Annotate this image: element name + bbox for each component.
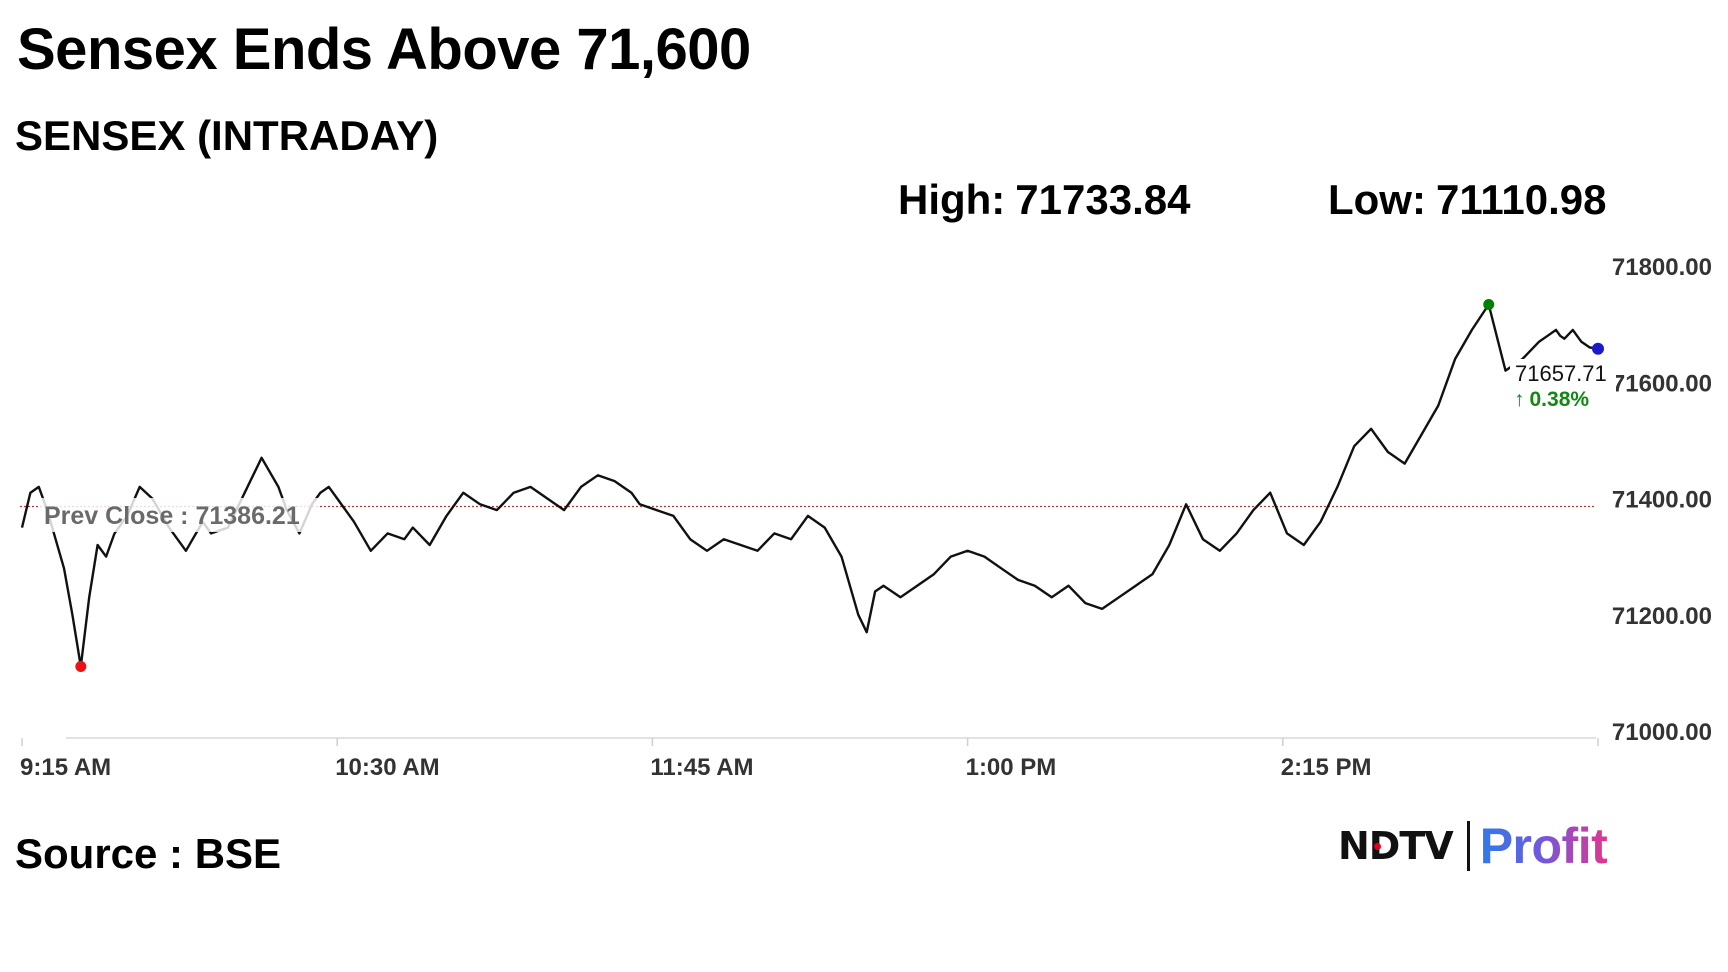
intraday-line-chart: 9:15 AM 10:30 AM 11:45 AM 1:00 PM 2:15 PM 71…	[20, 254, 1712, 781]
source-note: Source : BSE	[15, 830, 282, 877]
change-arrow-icon: ↑	[1514, 388, 1525, 411]
y-tick-label: 71000.00	[1612, 719, 1712, 746]
prev-close-label-bg	[38, 498, 320, 532]
x-axis: 9:15 AM 10:30 AM 11:45 AM 1:00 PM 2:15 PM	[20, 737, 1599, 781]
y-tick-label: 71600.00	[1612, 370, 1712, 397]
prev-close-label: Prev Close : 71386.21	[44, 502, 300, 530]
chart-title: Sensex Ends Above 71,600	[17, 17, 751, 82]
ndtv-wordmark: NDTV	[1338, 824, 1454, 868]
ndtv-profit-logo: NDTV Profit	[1338, 818, 1608, 874]
y-tick-label: 71400.00	[1612, 487, 1712, 514]
x-tick-label: 1:00 PM	[966, 754, 1057, 781]
profit-wordmark: Profit	[1479, 818, 1608, 874]
high-stat: High: 71733.84	[898, 174, 1190, 226]
x-tick-label: 2:15 PM	[1281, 754, 1372, 781]
low-stat: Low: 71110.98	[1328, 174, 1607, 226]
y-tick-label: 71800.00	[1612, 254, 1712, 281]
x-tick-label: 11:45 AM	[650, 754, 753, 781]
low-value: 71110.98	[1435, 176, 1607, 223]
last-price-label-bg	[1510, 359, 1616, 415]
low-label: Low:	[1328, 176, 1426, 223]
y-axis: 71800.00 71600.00 71400.00 71200.00 71000.00	[1612, 254, 1712, 746]
day-low-marker	[75, 660, 87, 672]
x-tick-label: 10:30 AM	[335, 754, 439, 781]
high-value: 71733.84	[1015, 176, 1191, 223]
price-series-line	[20, 303, 1599, 668]
last-price-marker	[1592, 342, 1604, 355]
y-tick-label: 71200.00	[1612, 603, 1712, 630]
x-tick-label: 9:15 AM	[20, 754, 111, 781]
change-percent-label: ↑ 0.38%	[1514, 388, 1589, 411]
change-percent-value: 0.38%	[1530, 388, 1590, 411]
day-high-marker	[1483, 298, 1495, 310]
last-price-label: 71657.71	[1515, 361, 1607, 386]
logo-divider	[1466, 821, 1470, 871]
chart-subtitle: SENSEX (INTRADAY)	[15, 112, 439, 159]
high-label: High:	[898, 176, 1006, 223]
